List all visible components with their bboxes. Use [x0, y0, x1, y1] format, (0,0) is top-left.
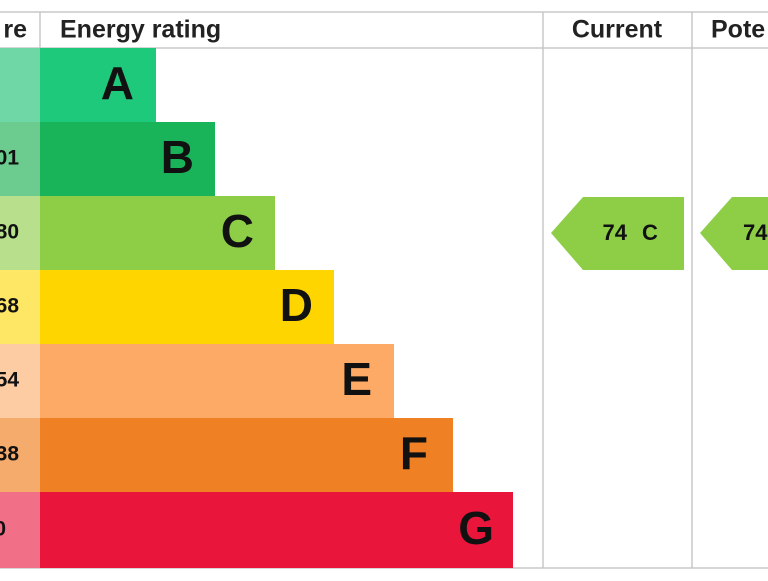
band-bar: [40, 196, 275, 270]
band-letter: A: [101, 57, 134, 109]
band-letter: F: [400, 427, 428, 479]
score: 38: [0, 443, 19, 466]
band-bar: [40, 344, 394, 418]
band-bar: [40, 122, 215, 196]
score: 01: [0, 147, 19, 170]
band-letter: G: [458, 502, 494, 554]
score: 80: [0, 221, 19, 244]
score: 54: [0, 369, 19, 392]
score-cell: [0, 270, 40, 344]
potential-value: 74: [743, 220, 768, 245]
score-cell: [0, 196, 40, 270]
band-letter: B: [161, 131, 194, 183]
header-score: re: [3, 16, 27, 44]
header-current: Current: [572, 16, 663, 44]
score-cell: [0, 48, 40, 122]
score: 68: [0, 295, 19, 318]
score: 0: [0, 518, 6, 541]
header-rating: Energy rating: [60, 16, 221, 44]
header-potential: Pote: [711, 16, 765, 44]
current-arrow: [551, 197, 684, 270]
band-letter: C: [221, 205, 254, 257]
band-bar: [40, 270, 334, 344]
score-cell: [0, 418, 40, 492]
band-bar: [40, 48, 156, 122]
score-cell: [0, 492, 40, 568]
band-letter: E: [341, 353, 372, 405]
potential-arrow: [700, 197, 768, 270]
score-cell: [0, 344, 40, 418]
band-bar: [40, 418, 453, 492]
current-band: C: [642, 220, 658, 245]
band-letter: D: [280, 279, 313, 331]
current-value: 74: [603, 220, 628, 245]
band-bar: [40, 492, 513, 568]
score-cell: [0, 122, 40, 196]
